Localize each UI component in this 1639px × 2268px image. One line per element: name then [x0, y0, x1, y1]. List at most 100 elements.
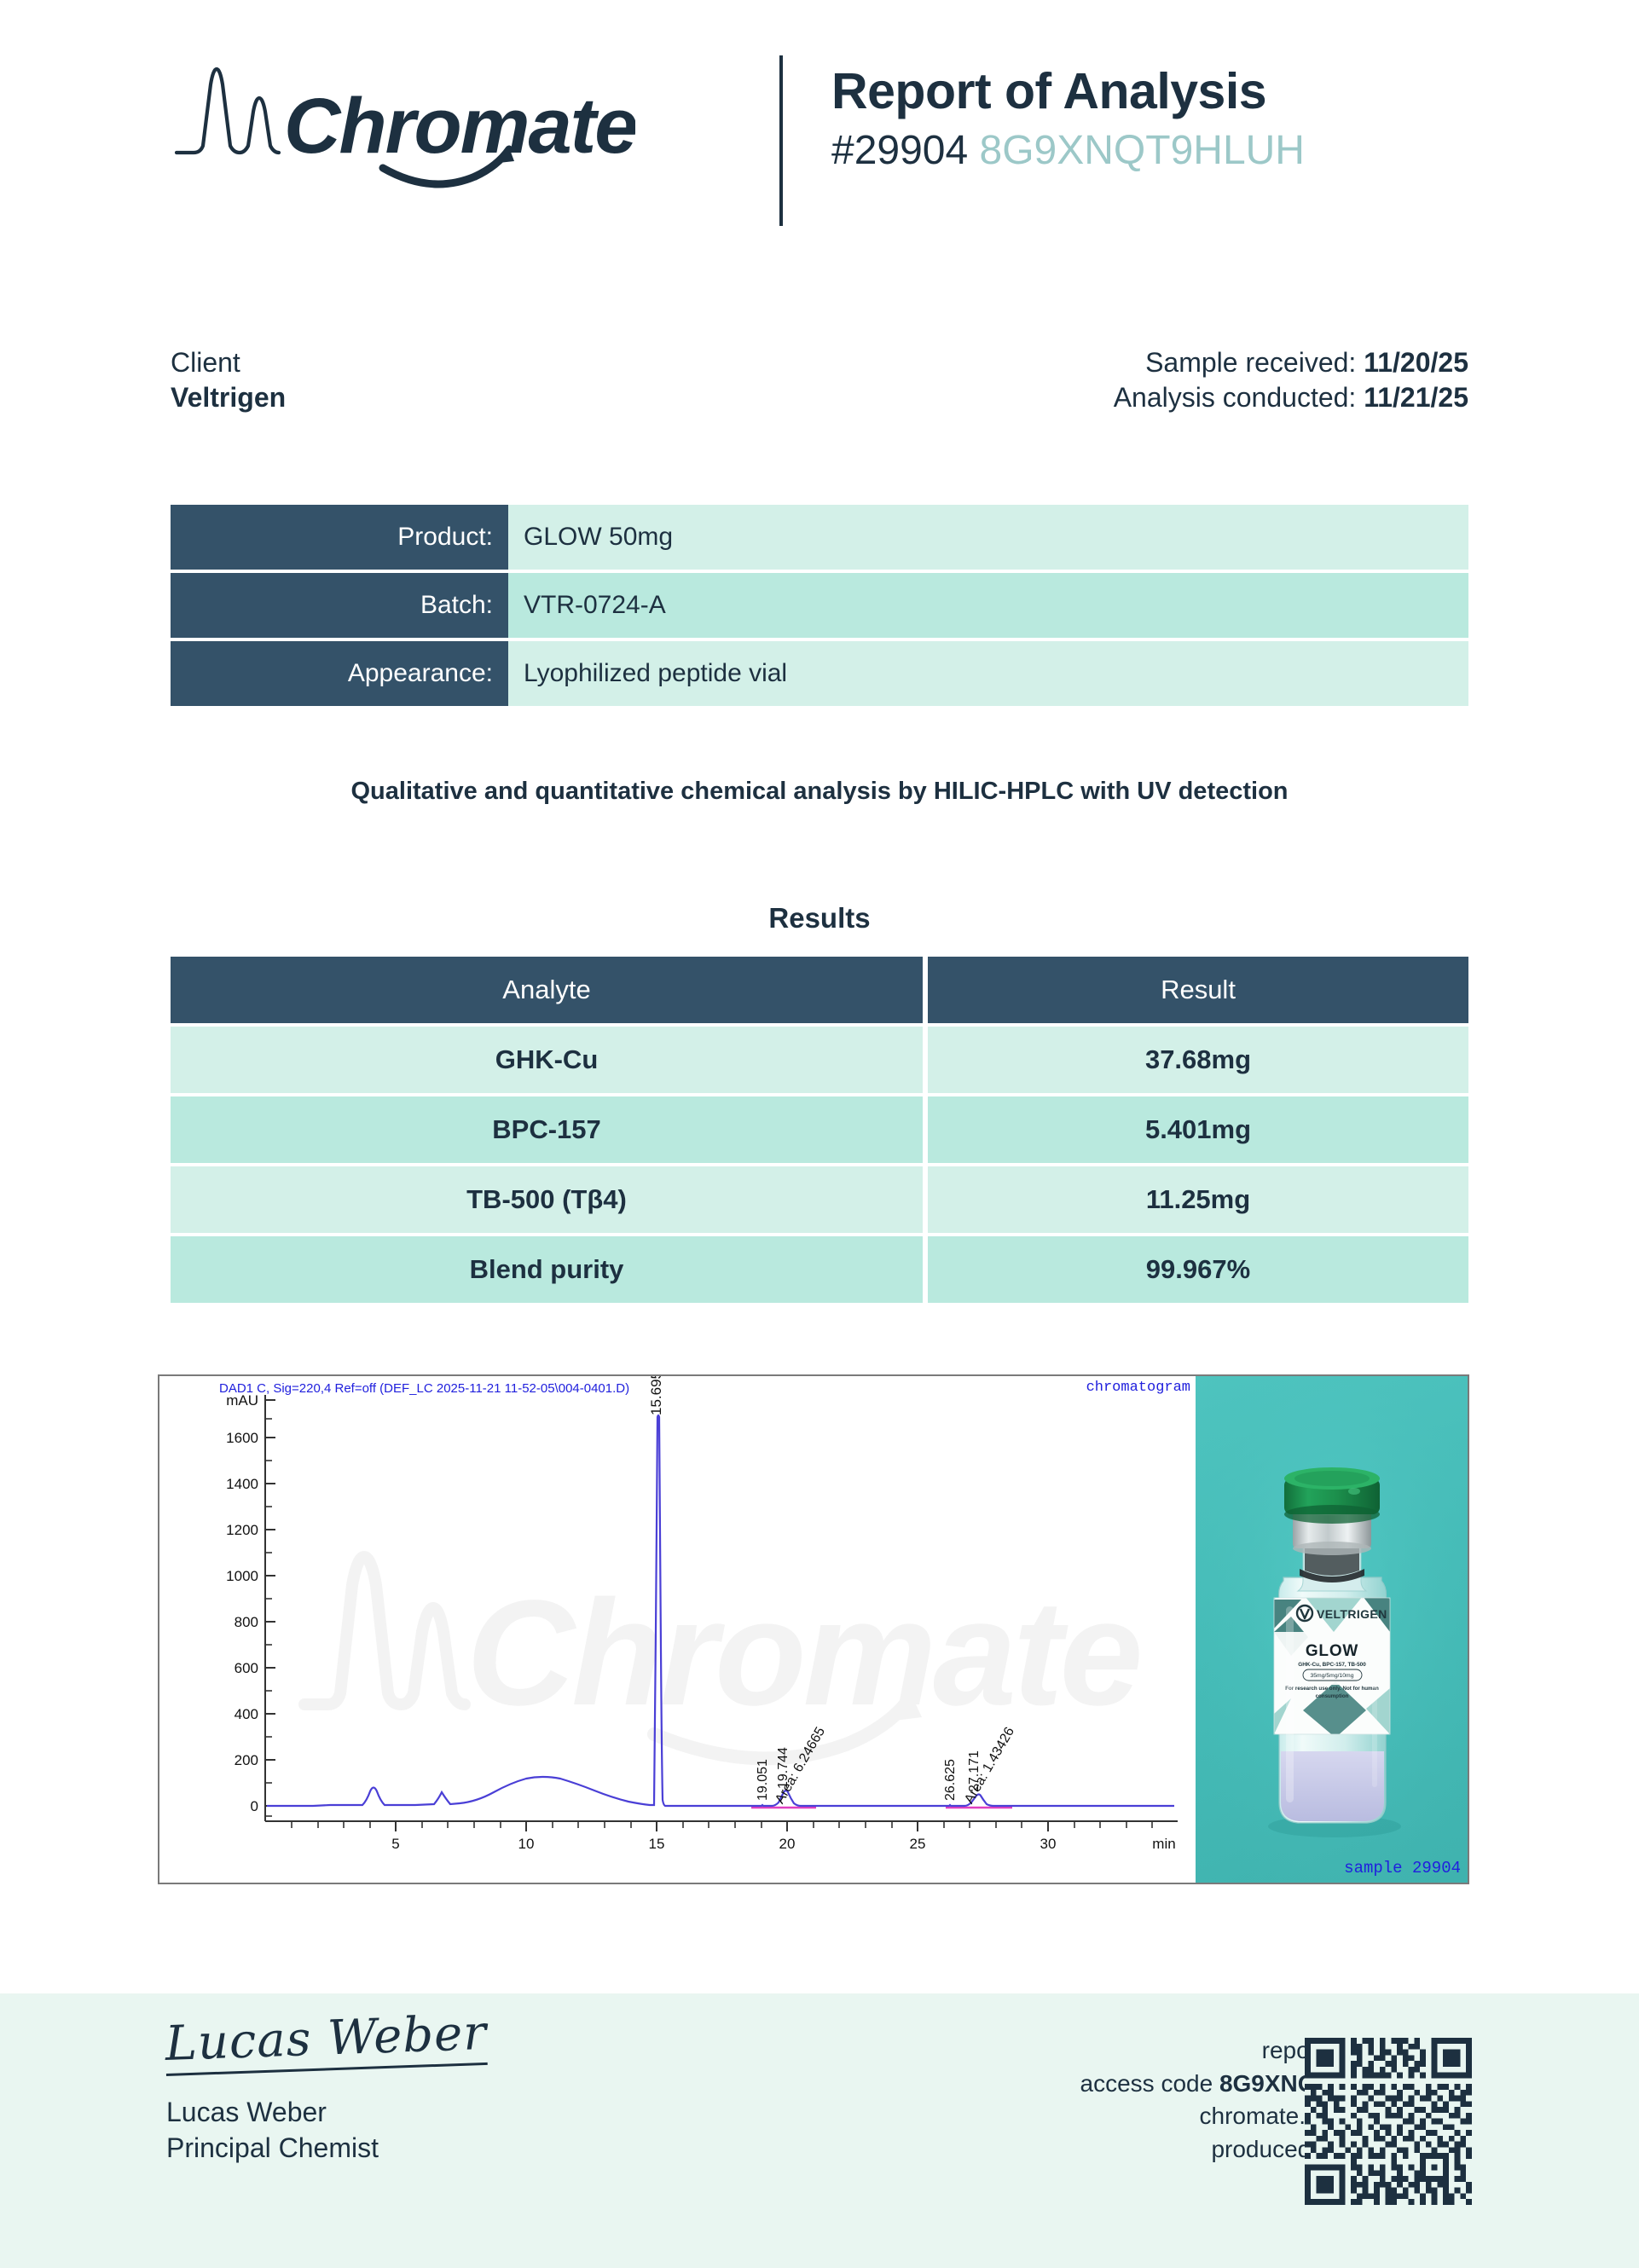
- access-code-header: [968, 128, 979, 173]
- svg-text:GHK-Cu, BPC-157, TB-500: GHK-Cu, BPC-157, TB-500: [1298, 1662, 1366, 1668]
- svg-text:15: 15: [649, 1836, 665, 1852]
- table-row: TB-500 (Tβ4) 11.25mg: [171, 1166, 1468, 1233]
- result-value: 5.401mg: [928, 1096, 1468, 1163]
- svg-text:GLOW: GLOW: [1306, 1642, 1358, 1660]
- svg-text:Chromate: Chromate: [466, 1570, 1139, 1737]
- results-header-row: Analyte Result: [171, 957, 1468, 1023]
- client-block: Client Veltrigen: [171, 345, 286, 415]
- sample-received-value: 11/20/25: [1364, 347, 1468, 378]
- footer-produced-label: produced: [1211, 2135, 1312, 2162]
- results-column-analyte: Analyte: [171, 957, 923, 1023]
- client-label: Client: [171, 347, 240, 378]
- chromatogram-panel: DAD1 C, Sig=220,4 Ref=off (DEF_LC 2025-1…: [158, 1374, 1469, 1884]
- chromate-watermark: Chromate: [298, 1551, 1143, 1766]
- table-row: Blend purity 99.967%: [171, 1236, 1468, 1303]
- svg-text:For research use only. Not for: For research use only. Not for human: [1285, 1686, 1379, 1692]
- dates-block: Sample received: 11/20/25 Analysis condu…: [1114, 345, 1468, 415]
- svg-text:mAU: mAU: [226, 1392, 258, 1409]
- analysis-conducted-line: Analysis conducted: 11/21/25: [1114, 380, 1468, 415]
- info-value-appearance: Lyophilized peptide vial: [508, 641, 1468, 706]
- page-title: Report of Analysis: [831, 63, 1267, 119]
- qr-code[interactable]: [1305, 2038, 1472, 2205]
- chromate-logo: Chromate: [175, 64, 635, 192]
- results-column-result: Result: [928, 957, 1468, 1023]
- header-divider: [779, 55, 783, 226]
- svg-text:Chromate: Chromate: [284, 83, 635, 170]
- svg-text:consumption: consumption: [1316, 1693, 1349, 1699]
- result-analyte: GHK-Cu: [171, 1027, 923, 1093]
- product-info-table: Product: GLOW 50mg Batch: VTR-0724-A App…: [171, 505, 1468, 709]
- info-value-batch: VTR-0724-A: [508, 573, 1468, 638]
- results-heading: Results: [768, 902, 871, 934]
- table-row: BPC-157 5.401mg: [171, 1096, 1468, 1163]
- peak-label-15695: 15.695: [648, 1376, 664, 1415]
- svg-text:10: 10: [518, 1836, 535, 1852]
- result-analyte: Blend purity: [171, 1236, 923, 1303]
- svg-text:200: 200: [235, 1752, 258, 1768]
- svg-text:800: 800: [235, 1614, 258, 1630]
- chromatogram-plot: DAD1 C, Sig=220,4 Ref=off (DEF_LC 2025-1…: [159, 1376, 1196, 1883]
- svg-text:19.051: 19.051: [756, 1759, 770, 1801]
- svg-text:5: 5: [391, 1836, 399, 1852]
- info-key-appearance: Appearance:: [171, 641, 508, 706]
- result-value: 11.25mg: [928, 1166, 1468, 1233]
- svg-text:35mg/5mg/10mg: 35mg/5mg/10mg: [1310, 1673, 1353, 1679]
- svg-text:26.625: 26.625: [943, 1759, 958, 1801]
- svg-text:400: 400: [235, 1706, 258, 1722]
- chromatogram-trace: [267, 1414, 1174, 1808]
- footer-access-code-label: access code: [1080, 2069, 1213, 2097]
- method-description: Qualitative and quantitative chemical an…: [350, 778, 1289, 805]
- signer-name: Lucas Weber: [166, 2097, 327, 2127]
- chromatogram-tag: chromatogram: [1086, 1380, 1190, 1396]
- svg-text:VELTRIGEN: VELTRIGEN: [1317, 1607, 1387, 1621]
- svg-text:19.744: 19.744: [776, 1747, 791, 1789]
- svg-text:0: 0: [251, 1798, 258, 1814]
- sample-received-line: Sample received: 11/20/25: [1114, 345, 1468, 380]
- svg-text:20: 20: [779, 1836, 796, 1852]
- signer-title: Principal Chemist: [166, 2132, 379, 2163]
- results-table: Analyte Result GHK-Cu 37.68mg BPC-157 5.…: [171, 957, 1468, 1306]
- info-key-batch: Batch:: [171, 573, 508, 638]
- svg-text:30: 30: [1040, 1836, 1057, 1852]
- table-row: GHK-Cu 37.68mg: [171, 1027, 1468, 1093]
- peak-label-26625: 26.625: [943, 1759, 958, 1801]
- info-value-product: GLOW 50mg: [508, 505, 1468, 570]
- page-footer: Lucas Weber Lucas Weber Principal Chemis…: [0, 1993, 1639, 2268]
- signature-block: Lucas Weber Lucas Weber Principal Chemis…: [165, 2005, 489, 2166]
- signature-image: Lucas Weber: [165, 2005, 489, 2076]
- info-row-appearance: Appearance: Lyophilized peptide vial: [171, 641, 1468, 706]
- qr-code-icon: [1305, 2038, 1472, 2205]
- svg-text:15.695: 15.695: [648, 1376, 664, 1415]
- report-number: #29904: [831, 128, 969, 173]
- chromatogram-peak-logo: Chromate: [175, 67, 635, 188]
- result-analyte: TB-500 (Tβ4): [171, 1166, 923, 1233]
- sample-photo: VELTRIGEN GLOW GHK-Cu, BPC-157, TB-500 3…: [1196, 1376, 1468, 1883]
- result-analyte: BPC-157: [171, 1096, 923, 1163]
- vial-label: VELTRIGEN GLOW GHK-Cu, BPC-157, TB-500 3…: [1274, 1598, 1390, 1734]
- analysis-conducted-label: Analysis conducted:: [1113, 381, 1357, 413]
- svg-text:1600: 1600: [226, 1430, 258, 1446]
- svg-text:27.171: 27.171: [967, 1750, 982, 1792]
- svg-text:25: 25: [910, 1836, 926, 1852]
- peak-label-19744: 19.744: [776, 1747, 791, 1789]
- access-code-value: 8G9XNQT9HLUH: [979, 128, 1305, 173]
- analysis-conducted-value: 11/21/25: [1364, 381, 1468, 413]
- signer-info: Lucas Weber Principal Chemist: [166, 2095, 488, 2166]
- info-row-batch: Batch: VTR-0724-A: [171, 573, 1468, 638]
- svg-text:min: min: [1152, 1836, 1175, 1852]
- peak-label-27171: 27.171: [967, 1750, 982, 1792]
- chromatogram-header-text: DAD1 C, Sig=220,4 Ref=off (DEF_LC 2025-1…: [219, 1381, 630, 1396]
- result-value: 37.68mg: [928, 1027, 1468, 1093]
- header-text-block: Report of Analysis #29904 8G9XNQT9HLUH: [831, 67, 1480, 171]
- sample-tag: sample 29904: [1344, 1859, 1461, 1877]
- svg-text:1400: 1400: [226, 1476, 258, 1492]
- client-name: Veltrigen: [171, 381, 287, 413]
- page-header: Chromate Report of Analysis #29904 8G9XN…: [0, 0, 1639, 256]
- report-identifier: #29904 8G9XNQT9HLUH: [831, 130, 1480, 171]
- svg-text:600: 600: [235, 1660, 258, 1676]
- info-row-product: Product: GLOW 50mg: [171, 505, 1468, 570]
- sample-received-label: Sample received:: [1145, 347, 1357, 378]
- peak-label-19051: 19.051: [756, 1759, 770, 1801]
- svg-text:1200: 1200: [226, 1522, 258, 1538]
